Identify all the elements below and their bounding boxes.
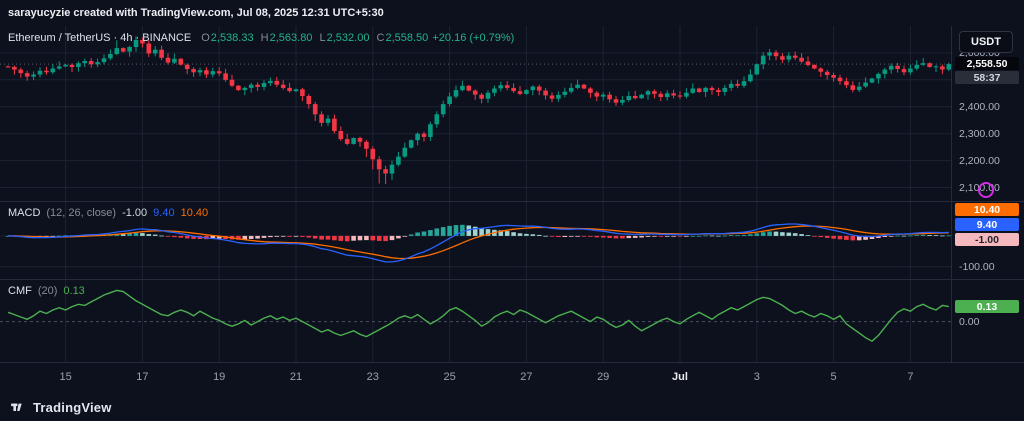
price-axis-label: 2,200.00 bbox=[959, 154, 1000, 167]
time-axis-label: 3 bbox=[753, 371, 760, 383]
time-axis-label: Jul bbox=[672, 371, 688, 383]
open-value: 2,538.33 bbox=[210, 32, 254, 44]
cmf-panel[interactable]: CMF (20) 0.13 bbox=[0, 280, 951, 362]
macd-signal-badge: 10.40 bbox=[955, 203, 1019, 216]
price-axis-label: 2,400.00 bbox=[959, 100, 1000, 113]
macd-hist-value: -1.00 bbox=[122, 207, 148, 219]
cmf-title[interactable]: CMF bbox=[8, 285, 32, 297]
time-axis-label: 17 bbox=[136, 371, 149, 383]
time-axis-label: 23 bbox=[366, 371, 379, 383]
macd-params: (12, 26, close) bbox=[46, 207, 117, 219]
macd-chart[interactable] bbox=[0, 202, 951, 279]
tradingview-logo-icon[interactable] bbox=[10, 399, 26, 415]
time-axis-label: 7 bbox=[907, 371, 914, 383]
symbol-title[interactable]: Ethereum / TetherUS · 4h · BINANCE bbox=[8, 32, 192, 44]
tradingview-brand[interactable]: TradingView bbox=[33, 399, 112, 415]
magenta-circle-icon[interactable] bbox=[978, 182, 994, 198]
price-scale[interactable]: 2,600.002,400.002,300.002,200.002,100.00… bbox=[952, 26, 1024, 362]
macd-signal-value: 10.40 bbox=[180, 207, 209, 219]
high-value: 2,563.80 bbox=[269, 32, 313, 44]
time-axis-label: 5 bbox=[830, 371, 837, 383]
chart-area: Ethereum / TetherUS · 4h · BINANCE O2,53… bbox=[0, 26, 1024, 362]
symbol-legend[interactable]: Ethereum / TetherUS · 4h · BINANCE O2,53… bbox=[8, 32, 514, 44]
macd-axis-label: -100.00 bbox=[959, 261, 995, 273]
close-label: C bbox=[376, 32, 385, 44]
axis-separator bbox=[952, 201, 1024, 202]
time-axis-label: 25 bbox=[443, 371, 456, 383]
price-panel[interactable]: Ethereum / TetherUS · 4h · BINANCE O2,53… bbox=[0, 26, 951, 201]
attribution-bar: sarayucyzie created with TradingView.com… bbox=[0, 0, 1024, 26]
panel-separator bbox=[0, 279, 951, 280]
last-price-badge: 2,558.50 bbox=[955, 57, 1019, 70]
time-axis-label: 15 bbox=[59, 371, 72, 383]
cmf-legend[interactable]: CMF (20) 0.13 bbox=[8, 285, 85, 297]
macd-title[interactable]: MACD bbox=[8, 207, 41, 219]
candlestick-chart[interactable] bbox=[0, 26, 951, 201]
ohlc-readout: O2,538.33 H2,563.80 L2,532.00 C2,558.50 … bbox=[197, 32, 514, 44]
cmf-chart[interactable] bbox=[0, 280, 951, 362]
time-axis-label: 29 bbox=[597, 371, 610, 383]
macd-line-value: 9.40 bbox=[153, 207, 175, 219]
macd-line-badge: 9.40 bbox=[955, 218, 1019, 231]
cmf-value-badge: 0.13 bbox=[955, 300, 1019, 313]
cmf-value: 0.13 bbox=[63, 285, 85, 297]
macd-panel[interactable]: MACD (12, 26, close) -1.00 9.40 10.40 bbox=[0, 202, 951, 279]
high-label: H bbox=[260, 32, 269, 44]
macd-hist-badge: -1.00 bbox=[955, 233, 1019, 246]
cmf-params: (20) bbox=[37, 285, 58, 297]
plot-column: Ethereum / TetherUS · 4h · BINANCE O2,53… bbox=[0, 26, 952, 362]
time-scale[interactable]: 15 17 19 21 23 25 27 29 Jul 3 5 7 bbox=[0, 362, 1024, 393]
axis-separator bbox=[952, 279, 1024, 280]
open-label: O bbox=[201, 32, 210, 44]
attribution-text: sarayucyzie created with TradingView.com… bbox=[8, 7, 384, 19]
close-value: 2,558.50 bbox=[385, 32, 429, 44]
candle-countdown-badge: 58:37 bbox=[955, 71, 1019, 84]
macd-legend[interactable]: MACD (12, 26, close) -1.00 9.40 10.40 bbox=[8, 207, 208, 219]
low-label: L bbox=[319, 32, 326, 44]
cmf-axis-label: 0.00 bbox=[959, 316, 980, 328]
time-axis-label: 27 bbox=[520, 371, 533, 383]
time-axis-label: 19 bbox=[213, 371, 226, 383]
change-value: +20.16 (+0.79%) bbox=[432, 32, 515, 44]
panel-separator bbox=[0, 201, 951, 202]
price-axis-label: 2,300.00 bbox=[959, 127, 1000, 140]
footer-bar: TradingView bbox=[0, 393, 1024, 421]
currency-toggle-button[interactable]: USDT bbox=[959, 31, 1013, 53]
time-axis-label: 21 bbox=[289, 371, 303, 383]
low-value: 2,532.00 bbox=[326, 32, 370, 44]
